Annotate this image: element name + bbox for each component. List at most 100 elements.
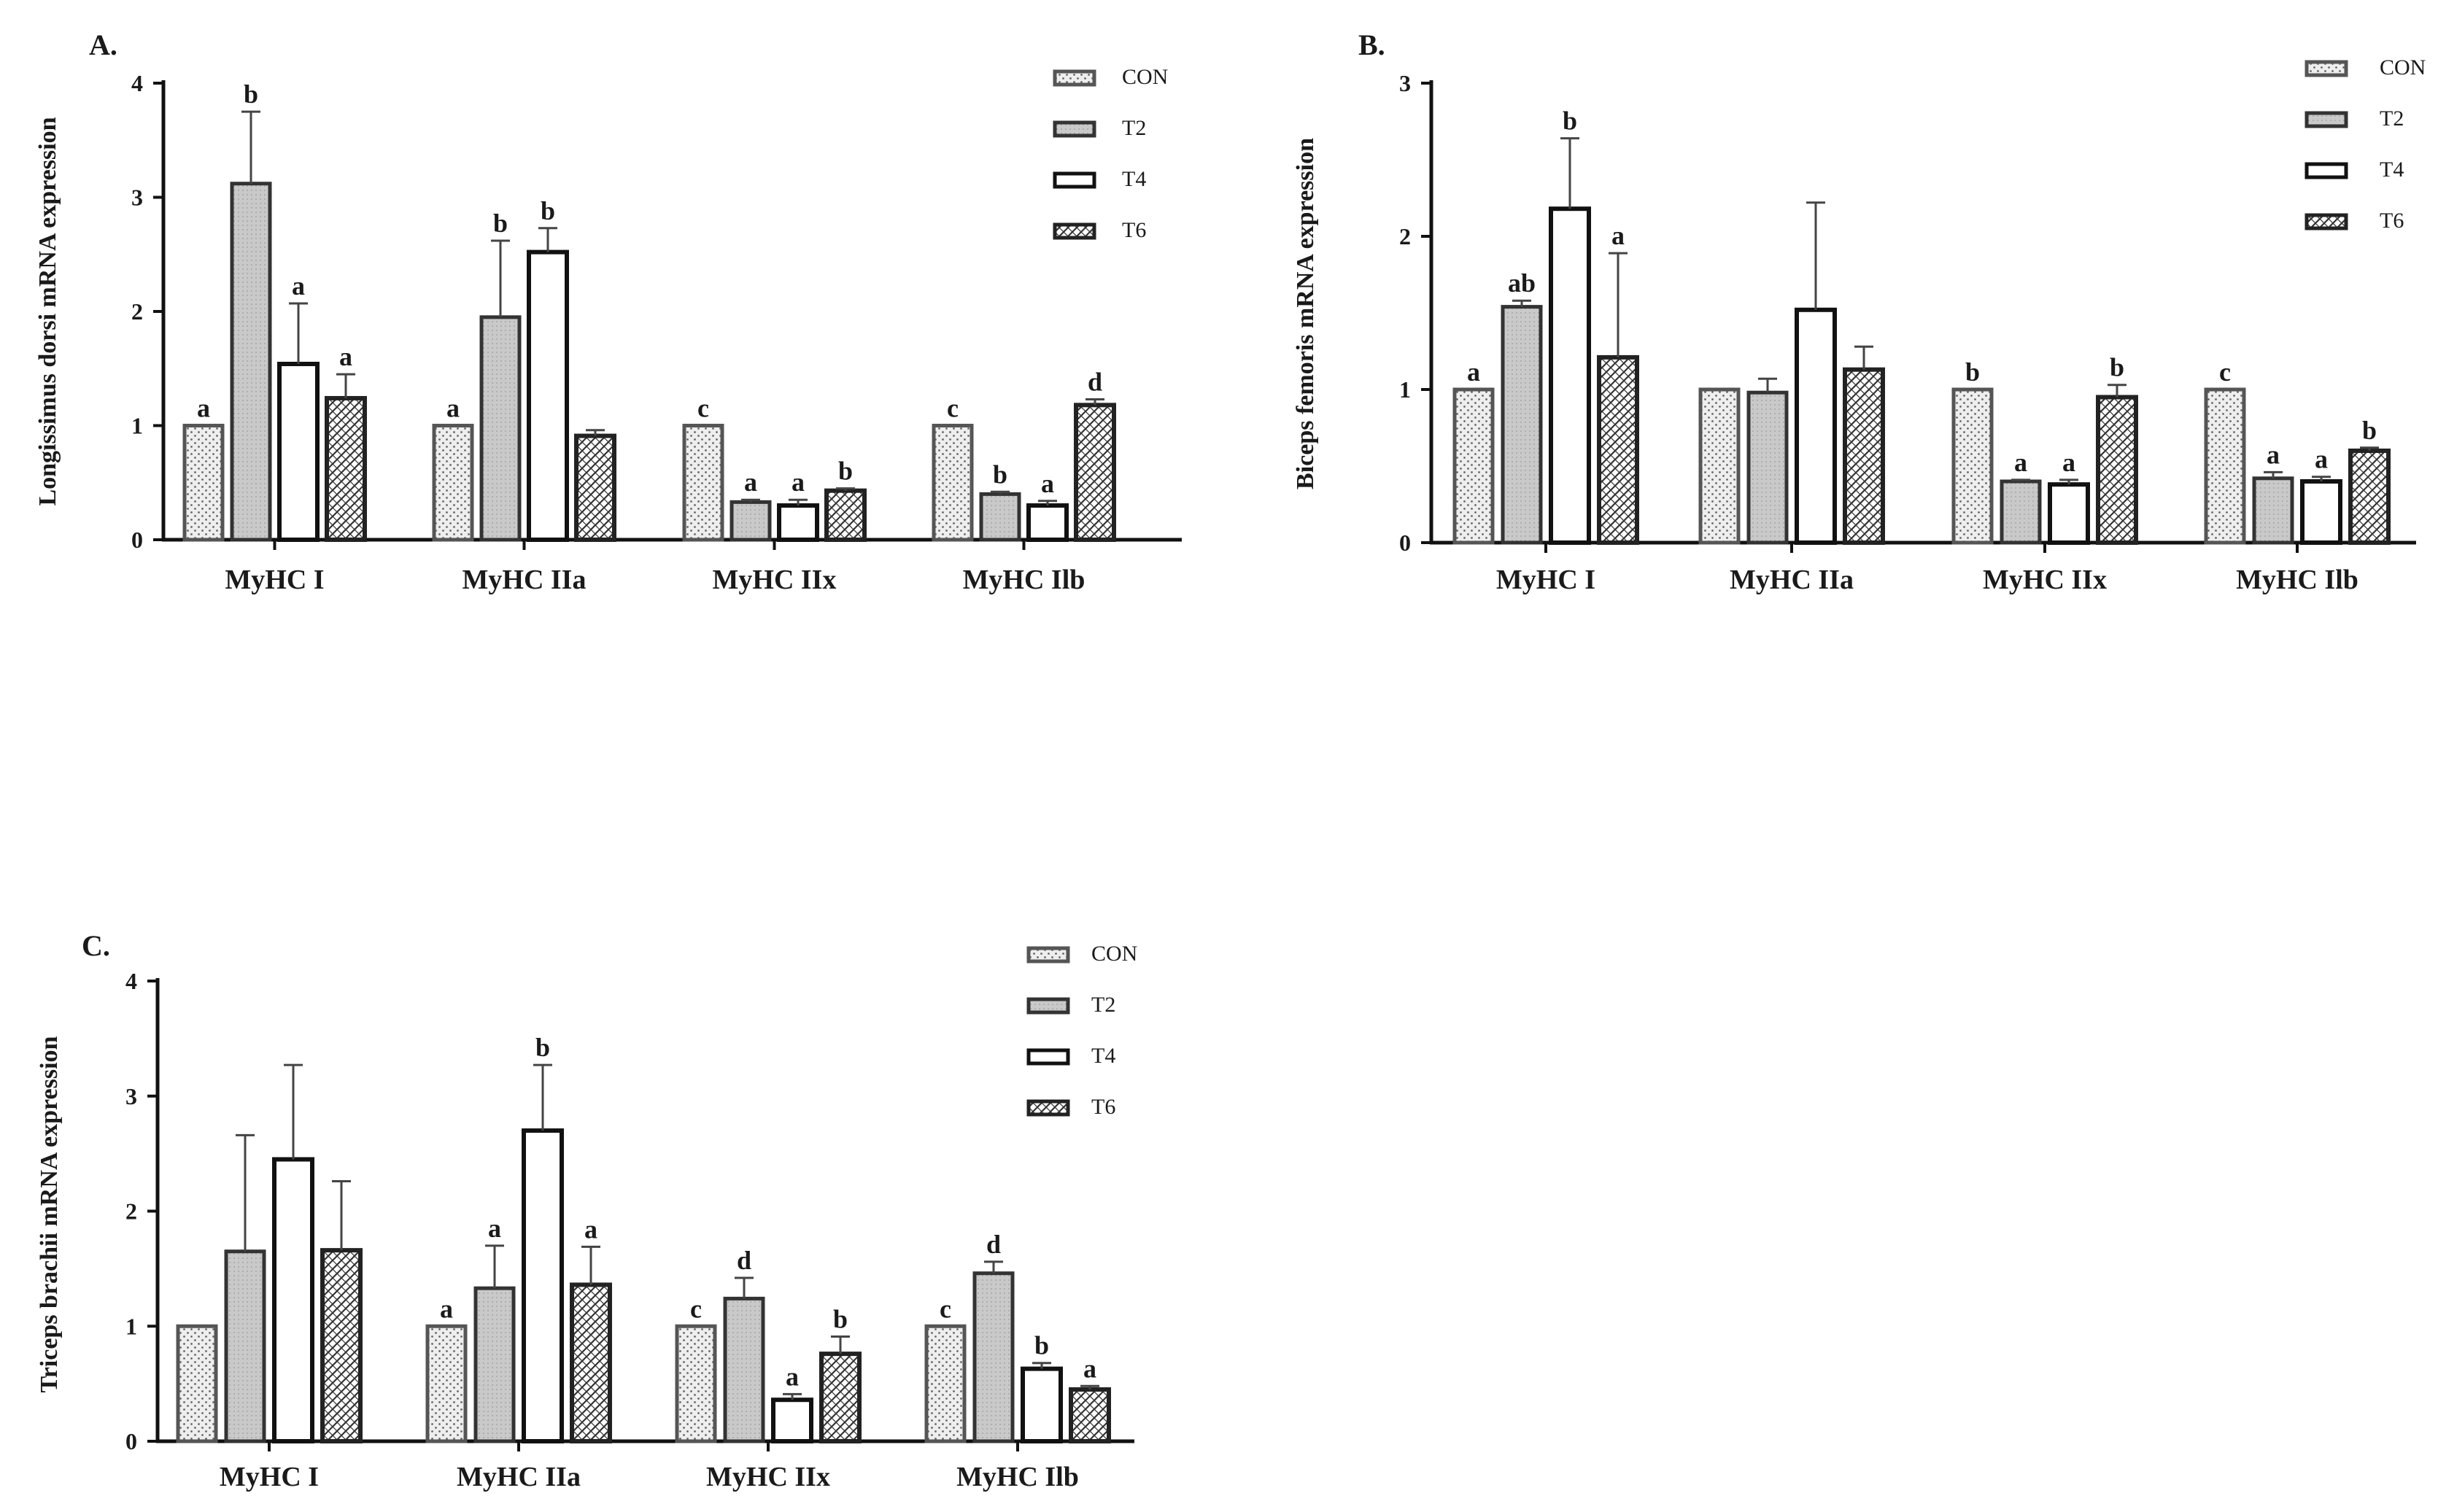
bar-con <box>1452 387 1495 545</box>
bar-t2 <box>972 1271 1015 1443</box>
legend-label: T2 <box>1091 993 1115 1017</box>
x-tick-label: MyHC IIx <box>706 1462 830 1492</box>
bar-t2 <box>723 1296 765 1443</box>
bar-t2 <box>473 1286 516 1443</box>
y-axis-label: Triceps brachii mRNA expression <box>36 1036 63 1392</box>
significance-letter: c <box>940 1294 951 1323</box>
significance-letter: b <box>541 196 555 225</box>
bar-con <box>924 1324 967 1443</box>
significance-letter: b <box>838 457 853 486</box>
x-tick-label: MyHC I <box>220 1462 319 1492</box>
legend-label: T6 <box>2380 209 2404 233</box>
y-tick-label: 2 <box>131 298 143 325</box>
significance-letter: b <box>2362 416 2377 445</box>
x-tick-label: MyHC I <box>1496 565 1595 595</box>
x-tick-label: MyHC IIa <box>463 565 587 595</box>
legend-label: T2 <box>2380 106 2404 131</box>
bar-t4 <box>771 1397 813 1443</box>
bar-t2 <box>2000 479 2042 545</box>
bar-t2 <box>979 492 1021 542</box>
significance-letter: a <box>744 468 757 497</box>
bar-t4 <box>1021 1366 1063 1444</box>
significance-letter: ab <box>1508 268 1536 298</box>
bar-t4 <box>1795 307 1837 545</box>
significance-letter: b <box>1034 1331 1049 1360</box>
significance-letter: a <box>584 1214 597 1244</box>
significance-letter: a <box>2014 448 2027 477</box>
legend: CON T2 T4 T6 <box>2305 55 2426 233</box>
y-tick-label: 1 <box>1399 376 1411 403</box>
significance-letter: b <box>833 1304 848 1333</box>
bar-t6 <box>819 1352 862 1443</box>
significance-letter: a <box>292 271 305 301</box>
bar-t2 <box>2252 476 2294 545</box>
bar-t2 <box>224 1249 266 1443</box>
bar-t6 <box>574 433 616 543</box>
bar-t6 <box>325 395 367 542</box>
legend-swatch-con <box>2305 60 2348 77</box>
bar-t4 <box>272 1157 314 1443</box>
significance-letter: a <box>2267 440 2280 469</box>
x-tick-label: MyHC IIa <box>1730 565 1854 595</box>
legend: CON T2 T4 T6 <box>1053 65 1168 242</box>
significance-letter: a <box>2315 445 2328 474</box>
legend-label: T4 <box>2380 158 2404 182</box>
y-axis-label: Biceps femoris mRNA expression <box>1292 138 1319 489</box>
legend-swatch-t2 <box>1053 120 1096 138</box>
bar-t6 <box>1597 354 1639 545</box>
bar-con <box>182 424 225 542</box>
legend-swatch-t4 <box>1026 1048 1070 1066</box>
panel-label: B. <box>1358 28 1385 61</box>
bar-t2 <box>730 500 772 542</box>
bar-t6 <box>2096 395 2138 545</box>
y-tick-label: 0 <box>131 527 143 553</box>
bar-t2 <box>230 182 272 542</box>
bar-t6 <box>1069 1387 1111 1443</box>
bar-t4 <box>777 503 819 542</box>
legend-label: CON <box>1122 65 1168 89</box>
legend-label: CON <box>2380 55 2426 80</box>
bar-t6 <box>1074 403 1116 543</box>
significance-letter: a <box>440 1294 453 1323</box>
bar-con <box>682 424 724 542</box>
x-tick-label: MyHC IIx <box>713 565 837 595</box>
bar-t4 <box>2300 479 2342 545</box>
bar-con <box>675 1324 717 1443</box>
legend-swatch-t2 <box>2305 111 2348 128</box>
y-tick-label: 2 <box>125 1198 137 1225</box>
bar-t2 <box>1501 305 1543 545</box>
significance-letter: c <box>690 1294 702 1323</box>
x-tick-label: MyHC I <box>225 565 324 595</box>
significance-letter: c <box>2219 357 2231 387</box>
legend-label: T4 <box>1091 1044 1115 1068</box>
significance-letter: a <box>1041 469 1054 498</box>
bar-t4 <box>527 249 569 542</box>
bar-t6 <box>570 1282 612 1443</box>
legend-swatch-t6 <box>2305 213 2348 230</box>
legend-swatch-t6 <box>1053 222 1096 240</box>
significance-letter: a <box>339 342 352 371</box>
significance-letter: a <box>786 1362 799 1391</box>
bar-con <box>2204 387 2246 545</box>
bar-t4 <box>277 361 320 542</box>
y-tick-label: 3 <box>1399 70 1411 96</box>
bar-t4 <box>1026 503 1069 542</box>
chart-panel-1: A. Longissimus dorsi mRNA expression 0 1 2 3 4… <box>34 28 1182 595</box>
bar-con <box>425 1324 468 1443</box>
x-tick-label: MyHC IIa <box>457 1462 581 1492</box>
bar-con <box>1951 387 1994 545</box>
significance-letter: a <box>1083 1354 1096 1383</box>
bar-con <box>1698 387 1741 545</box>
significance-letter: a <box>446 394 460 423</box>
chart-panel-2: B. Biceps femoris mRNA expression 0 1 2 3 MyHC… <box>1292 28 2426 595</box>
legend-swatch-con <box>1053 69 1096 87</box>
significance-letter: a <box>197 394 210 423</box>
significance-letter: a <box>792 468 805 497</box>
legend-swatch-t4 <box>1053 171 1096 189</box>
legend-swatch-t6 <box>1026 1099 1070 1117</box>
significance-letter: b <box>1965 357 1980 387</box>
bar-con <box>176 1324 218 1443</box>
legend-label: T2 <box>1122 116 1146 140</box>
bar-t6 <box>2348 449 2391 545</box>
